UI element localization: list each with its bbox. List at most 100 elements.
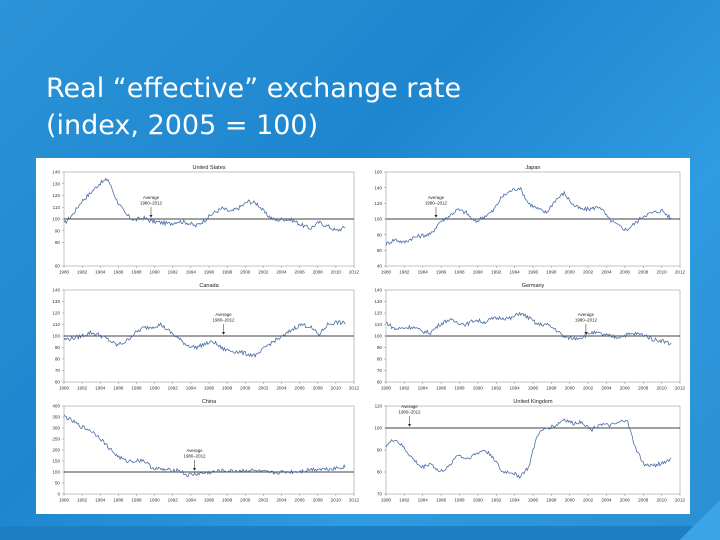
x-tick-label: 2002 (258, 386, 269, 391)
x-tick-label: 2006 (620, 498, 631, 503)
x-tick-label: 1982 (399, 386, 410, 391)
x-tick-label: 2002 (583, 386, 594, 391)
y-tick-label: 350 (52, 415, 60, 420)
x-tick-label: 1980 (381, 498, 392, 503)
x-tick-label: 2008 (313, 270, 324, 275)
y-tick-label: 130 (52, 299, 60, 304)
series-line (385, 311, 672, 346)
x-tick-label: 2012 (349, 270, 360, 275)
series-line (63, 177, 346, 232)
chart-title: Germany (522, 283, 545, 289)
x-tick-label: 1990 (473, 386, 484, 391)
x-tick-label: 2010 (657, 498, 668, 503)
x-tick-label: 2012 (675, 386, 686, 391)
chart-3: Germany 60 70 80 90 100 110 120 130 140 1980 1982 19… (374, 283, 685, 391)
bottom-bar (0, 526, 720, 540)
chart-frame (63, 405, 355, 495)
x-tick-label: 1994 (186, 386, 197, 391)
x-tick-label: 1984 (418, 270, 429, 275)
y-tick-label: 400 (52, 404, 60, 409)
annotation-label: Average (428, 195, 445, 200)
y-tick-label: 100 (52, 470, 60, 475)
y-tick-label: 200 (52, 448, 60, 453)
x-tick-label: 1996 (204, 498, 215, 503)
x-tick-label: 2004 (601, 498, 612, 503)
x-tick-label: 2012 (349, 498, 360, 503)
x-tick-label: 1984 (95, 270, 106, 275)
x-tick-label: 1988 (131, 498, 142, 503)
y-tick-label: 140 (52, 288, 60, 293)
annotation-period: 1980–2012 (399, 410, 422, 415)
x-tick-label: 2010 (331, 386, 342, 391)
x-tick-label: 1998 (546, 386, 557, 391)
chart-title: Canada (199, 283, 219, 289)
charts-grid: United States 60 80 90 100 110 120 130 140 1980 19… (52, 165, 686, 503)
y-tick-label: 300 (52, 426, 60, 431)
x-tick-label: 1996 (528, 386, 539, 391)
annotation-label: Average (401, 404, 418, 409)
y-tick-label: 100 (52, 334, 60, 339)
y-tick-label: 110 (375, 404, 383, 409)
chart-title: United Kingdom (513, 399, 553, 405)
y-tick-label: 160 (374, 170, 382, 175)
x-tick-label: 1992 (168, 270, 179, 275)
x-tick-label: 1996 (528, 498, 539, 503)
y-tick-label: 70 (377, 368, 383, 373)
x-tick-label: 2010 (657, 386, 668, 391)
y-tick-label: 80 (55, 240, 61, 245)
y-tick-label: 50 (55, 481, 61, 486)
x-tick-label: 2010 (657, 270, 668, 275)
x-tick-label: 1980 (59, 270, 70, 275)
y-tick-label: 250 (52, 437, 60, 442)
y-tick-label: 140 (52, 170, 60, 175)
annotation-period: 1980–2012 (575, 318, 598, 323)
x-tick-label: 1986 (113, 498, 124, 503)
corner-accent (680, 500, 720, 540)
y-tick-label: 80 (377, 357, 383, 362)
chart-5: United Kingdom 70 80 90 100 110 1980 1982 1984 19… (374, 399, 685, 503)
y-tick-label: 70 (377, 492, 383, 497)
y-tick-label: 100 (374, 217, 382, 222)
y-tick-label: 70 (55, 368, 61, 373)
x-tick-label: 1998 (222, 386, 233, 391)
annotation-arrowhead (434, 215, 438, 218)
y-tick-label: 60 (55, 264, 61, 269)
x-tick-label: 2004 (276, 270, 287, 275)
y-tick-label: 60 (377, 248, 383, 253)
x-tick-label: 1994 (186, 498, 197, 503)
x-tick-label: 1990 (150, 270, 161, 275)
chart-2: Canada 60 70 80 90 100 110 120 130 140 1980 1982 198… (52, 283, 359, 391)
annotation-arrowhead (222, 332, 225, 335)
x-tick-label: 1990 (150, 386, 161, 391)
annotation-period: 1980–2012 (425, 201, 448, 206)
x-tick-label: 1982 (399, 498, 410, 503)
x-tick-label: 1992 (491, 270, 502, 275)
y-tick-label: 100 (374, 334, 382, 339)
slide-title: Real “effective” exchange rate (index, 2… (46, 70, 666, 144)
annotation-arrowhead (193, 468, 196, 471)
x-tick-label: 2002 (258, 498, 269, 503)
x-tick-label: 1988 (454, 386, 465, 391)
series-line (385, 186, 672, 246)
x-tick-label: 1984 (95, 386, 106, 391)
x-tick-label: 1992 (168, 498, 179, 503)
y-tick-label: 100 (374, 426, 382, 431)
slide-title-line-1: Real “effective” exchange rate (46, 73, 462, 104)
x-tick-label: 1996 (528, 270, 539, 275)
chart-4: China 0 50 100 150 200 250 300 350 400 1980 1982 198… (52, 399, 359, 503)
y-tick-label: 40 (377, 264, 383, 269)
x-tick-label: 2000 (240, 386, 251, 391)
annotation-label: Average (143, 195, 160, 200)
x-tick-label: 1982 (399, 270, 410, 275)
x-tick-label: 2006 (295, 498, 306, 503)
x-tick-label: 1988 (454, 498, 465, 503)
x-tick-label: 1994 (510, 386, 521, 391)
y-tick-label: 60 (377, 380, 383, 385)
y-tick-label: 80 (55, 357, 61, 362)
x-tick-label: 1994 (510, 270, 521, 275)
x-tick-label: 2010 (331, 498, 342, 503)
x-tick-label: 1984 (418, 498, 429, 503)
x-tick-label: 2012 (675, 270, 686, 275)
y-tick-label: 100 (52, 217, 60, 222)
x-tick-label: 1988 (131, 270, 142, 275)
